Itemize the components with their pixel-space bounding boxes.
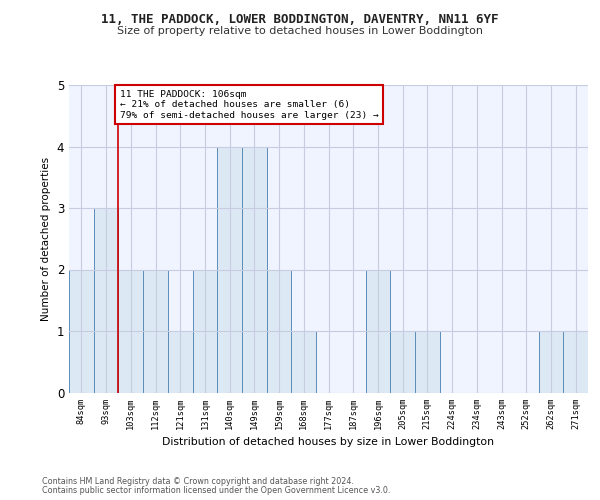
Bar bbox=[539, 331, 563, 392]
Bar bbox=[390, 331, 415, 392]
Bar bbox=[193, 270, 217, 392]
Bar bbox=[563, 331, 588, 392]
Text: 11, THE PADDOCK, LOWER BODDINGTON, DAVENTRY, NN11 6YF: 11, THE PADDOCK, LOWER BODDINGTON, DAVEN… bbox=[101, 13, 499, 26]
Bar bbox=[143, 270, 168, 392]
Text: Size of property relative to detached houses in Lower Boddington: Size of property relative to detached ho… bbox=[117, 26, 483, 36]
Bar bbox=[217, 146, 242, 392]
Text: Contains public sector information licensed under the Open Government Licence v3: Contains public sector information licen… bbox=[42, 486, 391, 495]
Bar bbox=[69, 270, 94, 392]
Bar bbox=[365, 270, 390, 392]
Text: 11 THE PADDOCK: 106sqm
← 21% of detached houses are smaller (6)
79% of semi-deta: 11 THE PADDOCK: 106sqm ← 21% of detached… bbox=[119, 90, 379, 120]
Bar bbox=[168, 331, 193, 392]
Bar bbox=[94, 208, 118, 392]
Bar bbox=[242, 146, 267, 392]
Bar bbox=[267, 270, 292, 392]
Y-axis label: Number of detached properties: Number of detached properties bbox=[41, 156, 51, 321]
Bar bbox=[415, 331, 440, 392]
X-axis label: Distribution of detached houses by size in Lower Boddington: Distribution of detached houses by size … bbox=[163, 437, 494, 447]
Text: Contains HM Land Registry data © Crown copyright and database right 2024.: Contains HM Land Registry data © Crown c… bbox=[42, 477, 354, 486]
Bar bbox=[292, 331, 316, 392]
Bar bbox=[118, 270, 143, 392]
